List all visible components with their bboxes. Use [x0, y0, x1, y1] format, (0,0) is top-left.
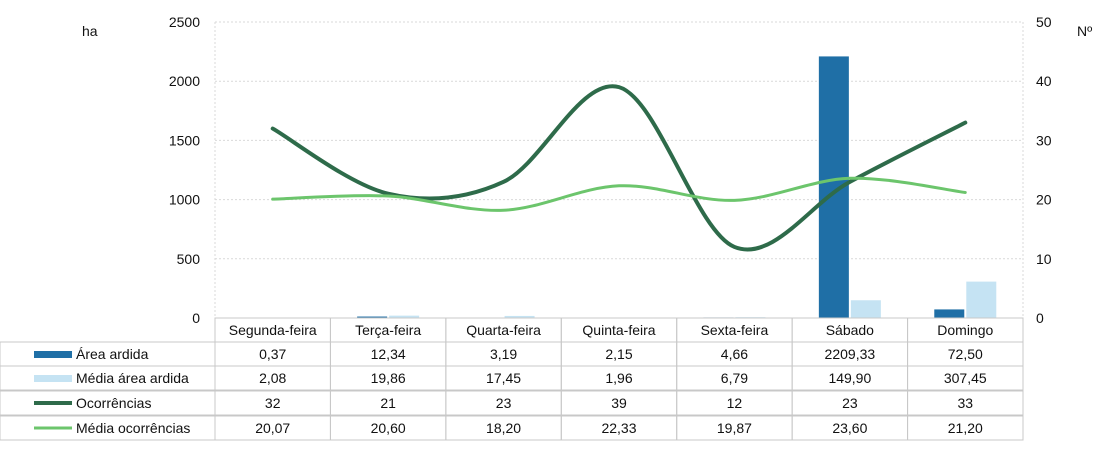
data-label: 19,86 [371, 370, 406, 386]
legend-label: Média área ardida [76, 370, 189, 386]
data-label: 307,45 [944, 370, 987, 386]
y-right-tick-label: 40 [1036, 73, 1052, 89]
data-label: 23,60 [832, 420, 867, 436]
legend-swatch [34, 375, 72, 382]
y-right-tick-label: 10 [1036, 251, 1052, 267]
data-label: 6,79 [721, 370, 748, 386]
line-layer [273, 86, 966, 249]
bar-0-6 [934, 309, 964, 318]
y-left-tick-label: 2000 [169, 73, 200, 89]
y-left-tick-label: 0 [192, 310, 200, 326]
data-label: 32 [265, 395, 281, 411]
data-label: 19,87 [717, 420, 752, 436]
data-label: 12,34 [371, 346, 406, 362]
legend-swatch [34, 351, 72, 358]
bar-1-5 [851, 300, 881, 318]
category-label: Domingo [937, 322, 993, 338]
data-label: 22,33 [601, 420, 636, 436]
data-label: 20,07 [255, 420, 290, 436]
data-label: 33 [957, 395, 973, 411]
y-left-axis-label: ha [82, 23, 98, 39]
legend-label: Área ardida [76, 346, 149, 362]
bar-1-6 [966, 282, 996, 318]
data-table: Segunda-feira Terça-feira Quarta-feira Quin… [0, 318, 1023, 440]
y-left-tick-label: 2500 [169, 14, 200, 30]
line-series-3 [273, 178, 966, 210]
y-left-tick-label: 1500 [169, 132, 200, 148]
legend-label: Média ocorrências [76, 420, 190, 436]
data-label: 2,15 [605, 346, 632, 362]
category-label: Quinta-feira [582, 322, 655, 338]
legend-label: Ocorrências [76, 395, 151, 411]
y-right-axis-label: Nº [1077, 23, 1092, 39]
data-label: 3,19 [490, 346, 517, 362]
data-label: 39 [611, 395, 627, 411]
y-right-tick-label: 50 [1036, 14, 1052, 30]
line-series-2 [273, 86, 966, 249]
axis-layer: ha Nº 0 500 1000 1500 2000 2500 0 10 20 30 40 50 [82, 14, 1092, 326]
data-label: 72,50 [948, 346, 983, 362]
y-right-tick-label: 30 [1036, 132, 1052, 148]
data-label: 23 [842, 395, 858, 411]
data-label: 17,45 [486, 370, 521, 386]
y-left-tick-label: 1000 [169, 192, 200, 208]
data-label: 0,37 [259, 346, 286, 362]
category-label: Sábado [826, 322, 874, 338]
data-label: 21,20 [948, 420, 983, 436]
data-label: 1,96 [605, 370, 632, 386]
data-label: 2,08 [259, 370, 286, 386]
data-label: 23 [496, 395, 512, 411]
data-label: 21 [380, 395, 396, 411]
category-label: Quarta-feira [466, 322, 541, 338]
data-label: 149,90 [828, 370, 871, 386]
category-label: Segunda-feira [229, 322, 317, 338]
y-right-tick-label: 20 [1036, 192, 1052, 208]
data-label: 4,66 [721, 346, 748, 362]
data-label: 12 [727, 395, 743, 411]
y-left-tick-label: 500 [177, 251, 201, 267]
category-label: Terça-feira [355, 322, 421, 338]
data-label: 20,60 [371, 420, 406, 436]
category-label: Sexta-feira [701, 322, 769, 338]
data-label: 2209,33 [825, 346, 876, 362]
data-label: 18,20 [486, 420, 521, 436]
y-right-tick-label: 0 [1036, 310, 1044, 326]
